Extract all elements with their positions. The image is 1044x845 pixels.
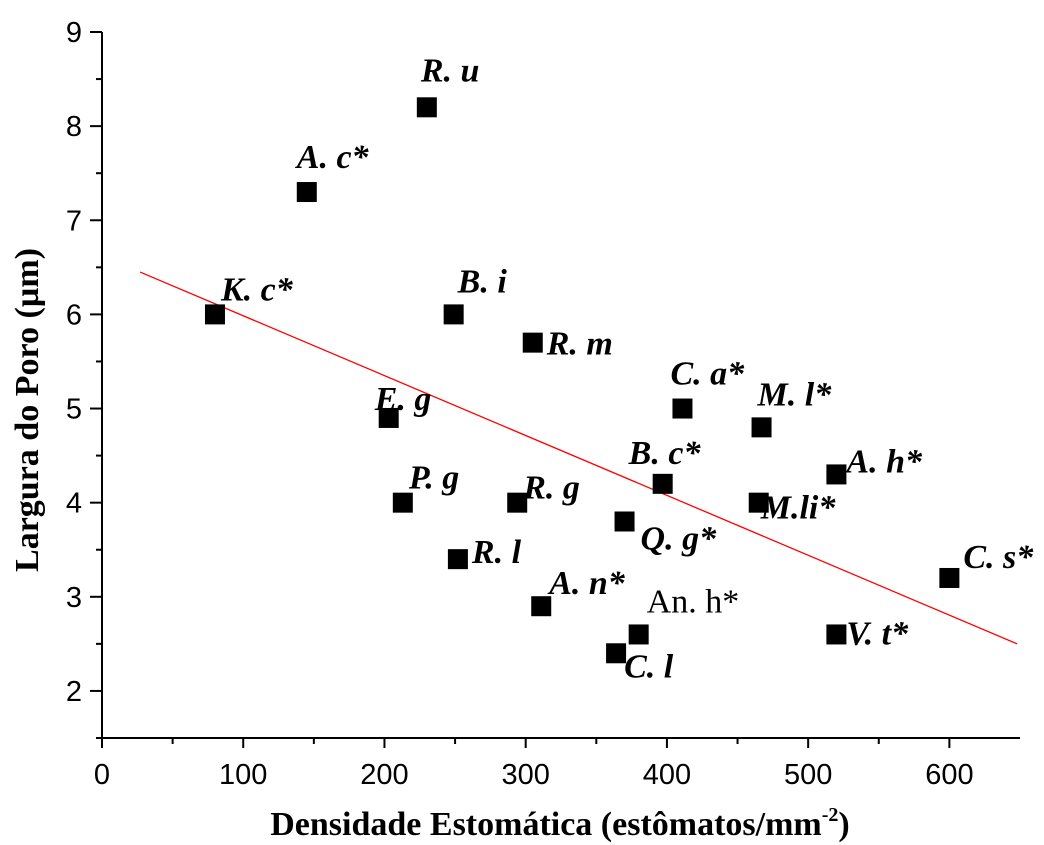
data-points: [204, 97, 960, 664]
data-point: [614, 511, 635, 532]
point-label: M.li*: [760, 490, 837, 527]
point-label: R. m: [546, 326, 613, 363]
point-label: K. c*: [220, 271, 294, 308]
data-point: [296, 182, 317, 203]
x-tick-label: 500: [784, 759, 832, 791]
data-point: [751, 417, 772, 438]
y-tick-label: 9: [66, 17, 82, 49]
axes: [101, 32, 1020, 739]
point-label: A. h*: [844, 443, 923, 480]
point-label: R. u: [420, 52, 480, 89]
y-tick-label: 6: [66, 299, 82, 331]
trend-line-group: [139, 271, 1018, 645]
data-point: [826, 624, 847, 645]
y-axis-title: Largura do Poro (µm): [9, 248, 46, 572]
x-tick-label: 400: [643, 759, 691, 791]
y-tick-label: 8: [66, 111, 82, 143]
point-label: C. s*: [963, 539, 1034, 576]
point-label: A. n*: [547, 565, 626, 602]
point-label: Q. g*: [641, 520, 718, 557]
point-label: A. c*: [295, 139, 370, 176]
x-tick-label: 600: [925, 759, 973, 791]
y-tick-label: 5: [66, 394, 82, 426]
data-point: [416, 97, 437, 118]
data-point: [531, 596, 552, 617]
x-tick-label: 300: [501, 759, 549, 791]
point-label: B. c*: [628, 435, 702, 472]
data-point: [378, 407, 399, 428]
point-label: B. i: [457, 263, 508, 300]
point-label: P. g: [408, 460, 459, 497]
data-point: [939, 567, 960, 588]
data-point: [606, 643, 627, 664]
data-point: [826, 464, 847, 485]
trend-line: [139, 271, 1018, 645]
point-labels: R. u A. c* K. c* B. i R. m E. g C. a* M. l* A. h…: [220, 52, 1034, 685]
x-tick-label: 0: [94, 759, 110, 791]
y-tick-label: 2: [66, 676, 82, 708]
point-label: C. l: [624, 648, 674, 685]
data-point: [672, 398, 693, 419]
y-tick-label: 7: [66, 205, 82, 237]
point-label: M. l*: [757, 376, 833, 413]
point-label: R. g: [522, 470, 580, 507]
point-label: C. a*: [670, 356, 745, 393]
point-label: An. h*: [647, 583, 740, 620]
y-tick-label: 3: [66, 582, 82, 614]
data-point: [522, 332, 543, 353]
data-point: [748, 492, 769, 513]
ticks: 0 100 200 300 400 500 600 2 3 4 5 6 7 8 9: [66, 17, 974, 791]
data-point: [507, 492, 528, 513]
x-tick-label: 100: [219, 759, 267, 791]
y-tick-label: 4: [66, 488, 82, 520]
data-point: [447, 549, 468, 570]
data-point: [392, 492, 413, 513]
x-axis-title: Densidade Estomática (estômatos/mm-2): [270, 804, 850, 843]
data-point: [443, 304, 464, 325]
point-label: V. t*: [846, 615, 909, 652]
data-point: [652, 473, 673, 494]
x-tick-label: 200: [360, 759, 408, 791]
data-point: [204, 304, 225, 325]
point-label: R. l: [471, 534, 522, 571]
data-point: [628, 624, 649, 645]
point-label: E. g: [374, 381, 432, 418]
